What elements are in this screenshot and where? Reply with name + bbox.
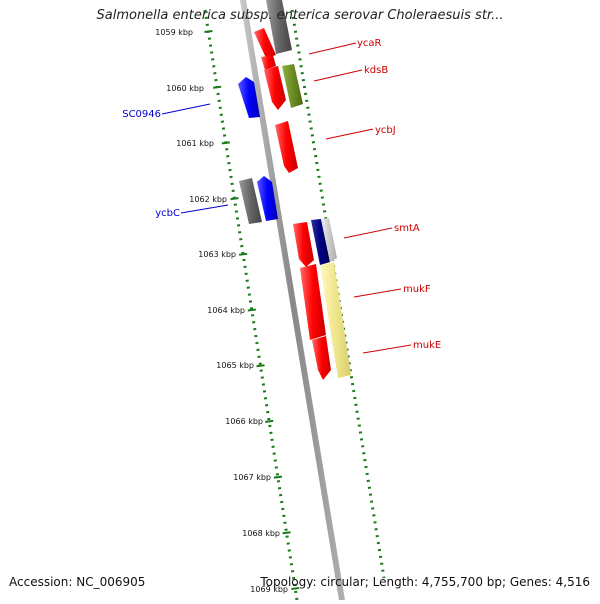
scale-label-1069: 1069 kbp <box>250 585 288 594</box>
scale-label-1060: 1060 kbp <box>166 84 204 93</box>
gene-smtA-navy <box>311 219 330 265</box>
scale-label-1066: 1066 kbp <box>225 417 263 426</box>
scale-label-1061: 1061 kbp <box>176 139 214 148</box>
gene-kdsB-olive <box>282 64 303 108</box>
scale-tick <box>230 197 239 201</box>
genome-title: Salmonella enterica subsp. enterica sero… <box>96 8 504 23</box>
scale-tick <box>273 475 283 479</box>
gene-label-ycbJ[interactable]: ycbJ <box>375 125 396 136</box>
gene-label-ycaR[interactable]: ycaR <box>357 38 382 49</box>
scale-tick <box>256 364 265 368</box>
gene-ycbJ-feature <box>275 121 298 173</box>
leader-kdsB <box>313 69 363 82</box>
leader-ycbC <box>180 204 229 214</box>
gene-label-kdsB[interactable]: kdsB <box>364 65 388 76</box>
scale-track-left <box>203 9 299 601</box>
scale-tick <box>282 531 291 535</box>
gene-ycaR-feature <box>254 28 276 58</box>
gene-mukE-feature <box>312 336 331 380</box>
scale-label-1059: 1059 kbp <box>155 28 193 37</box>
gene-label-smtA[interactable]: smtA <box>394 223 420 234</box>
topology-summary: Topology: circular; Length: 4,755,700 bp… <box>260 575 590 589</box>
scale-tick <box>247 308 256 312</box>
gene-kdsB-small <box>261 55 276 70</box>
scale-label-1062: 1062 kbp <box>189 195 227 204</box>
scale-label-1065: 1065 kbp <box>216 361 254 370</box>
scale-label-1068: 1068 kbp <box>242 529 280 538</box>
scale-tick <box>221 141 230 145</box>
gene-ycbC-feature <box>257 176 278 221</box>
gene-label-mukF[interactable]: mukF <box>403 284 431 295</box>
scale-label-1063: 1063 kbp <box>198 250 236 259</box>
gene-smtA-light <box>321 218 337 262</box>
gene-SC0946-feature <box>238 77 260 118</box>
leader-SC0946 <box>161 103 211 115</box>
leader-ycaR <box>308 42 357 55</box>
gene-mukF-feature <box>300 264 326 340</box>
gene-kdsB-feature <box>264 66 286 110</box>
gene-label-SC0946[interactable]: SC0946 <box>122 109 161 120</box>
scale-tick <box>291 587 300 590</box>
scale-tick <box>265 419 274 423</box>
gene-label-ycbC[interactable]: ycbC <box>155 208 180 219</box>
scale-tick <box>239 252 248 256</box>
scale-label-1067: 1067 kbp <box>233 473 271 482</box>
leader-ycbJ <box>325 128 374 140</box>
scale-label-1064: 1064 kbp <box>207 306 245 315</box>
scale-tick <box>212 85 222 89</box>
gene-smtA-feature <box>293 222 314 267</box>
gene-ycaR-partner <box>266 0 292 54</box>
leader-mukF <box>353 288 402 298</box>
gene-mukB-khaki <box>320 262 351 378</box>
leader-smtA <box>343 227 393 239</box>
leader-mukE <box>362 344 412 354</box>
gene-ycbC-gray <box>239 178 262 224</box>
gene-label-mukE[interactable]: mukE <box>413 340 441 351</box>
scale-tick <box>204 30 213 33</box>
accession-text: Accession: NC_006905 <box>9 575 146 589</box>
genome-backbone <box>240 0 345 600</box>
